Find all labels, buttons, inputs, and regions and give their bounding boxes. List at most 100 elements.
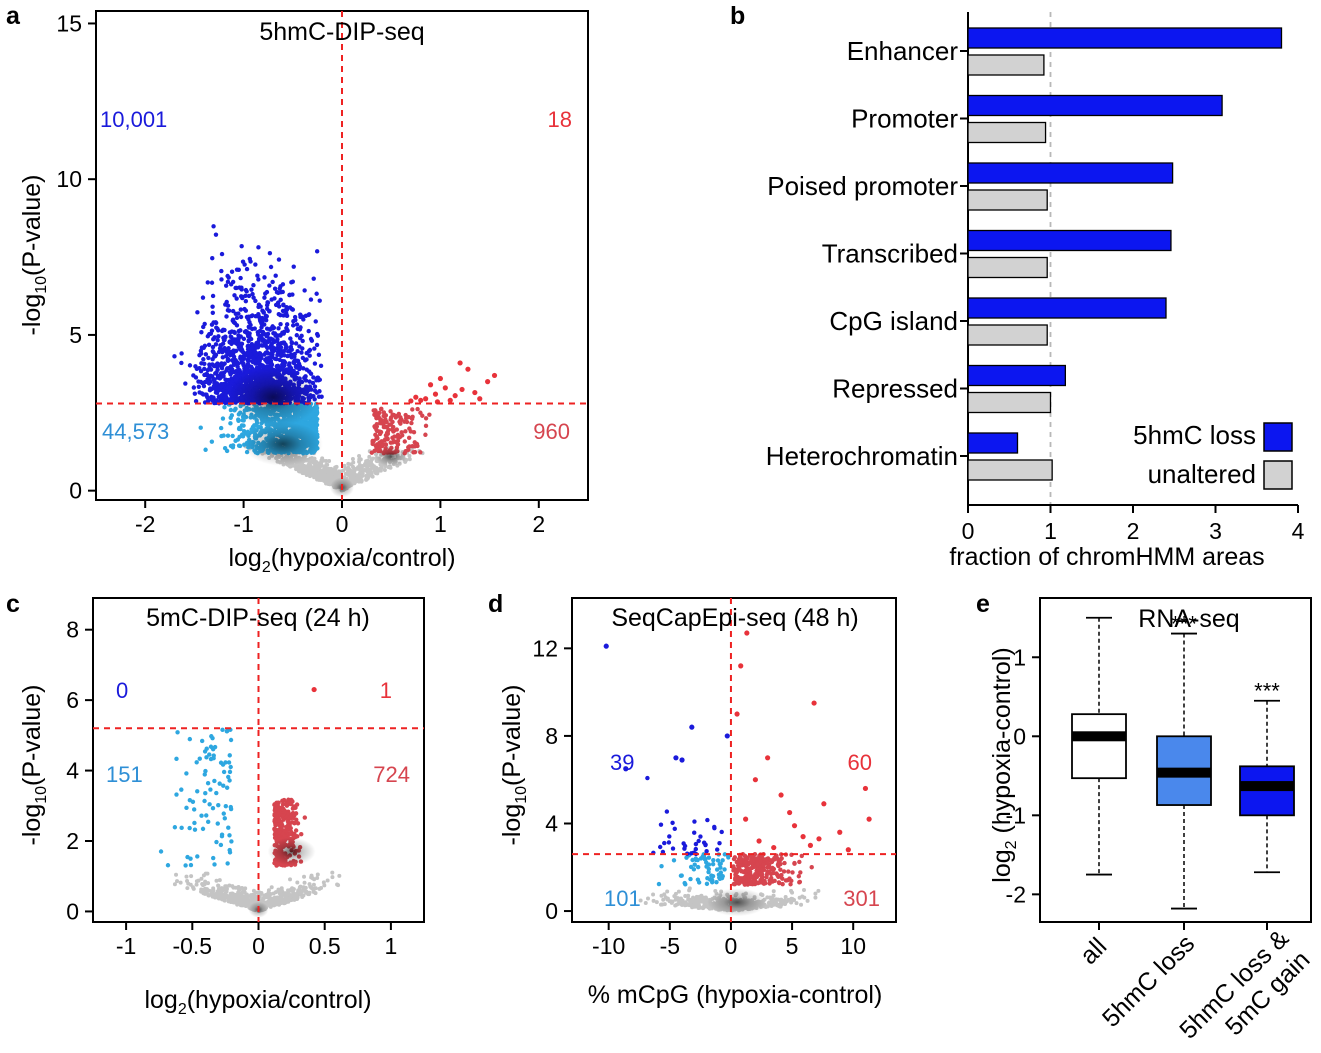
data-point (195, 854, 200, 859)
data-point (256, 277, 261, 282)
data-point (688, 876, 693, 882)
data-point (210, 344, 216, 350)
data-point (203, 768, 208, 774)
data-point (682, 880, 687, 886)
data-point (264, 314, 269, 319)
data-point (770, 865, 775, 871)
data-point (215, 367, 220, 372)
data-point (236, 426, 242, 432)
data-point (231, 885, 236, 890)
data-point (194, 760, 199, 765)
data-point (292, 897, 297, 902)
data-point (765, 865, 770, 870)
data-point (783, 902, 788, 907)
y-tick-label: 15 (56, 10, 82, 36)
data-point (235, 361, 241, 366)
data-point (227, 340, 232, 345)
data-point (660, 849, 666, 855)
data-point (220, 327, 226, 333)
data-point (227, 850, 233, 855)
data-point (780, 876, 785, 881)
data-point (251, 283, 256, 288)
data-point (201, 888, 206, 893)
data-point (391, 429, 396, 434)
data-point (172, 354, 177, 359)
data-point (707, 877, 713, 882)
data-point (397, 419, 402, 424)
data-point (228, 806, 234, 812)
data-point (327, 459, 332, 464)
data-point (227, 330, 233, 335)
data-point (374, 428, 380, 434)
data-point (202, 343, 208, 349)
data-point (243, 298, 249, 304)
data-point (385, 429, 390, 435)
data-point (670, 846, 676, 851)
data-point (287, 361, 292, 366)
data-point (696, 898, 701, 903)
data-point (277, 357, 283, 363)
data-point (202, 366, 207, 372)
data-point (225, 279, 231, 285)
data-point (465, 366, 471, 372)
data-point (692, 904, 697, 909)
data-point (219, 268, 224, 274)
data-point (219, 251, 225, 257)
data-point (278, 321, 283, 327)
data-point (205, 280, 210, 285)
data-point (277, 341, 282, 346)
data-point (274, 363, 280, 369)
data-point (299, 333, 304, 339)
data-point (192, 827, 198, 832)
data-point (256, 332, 261, 337)
y-tick-label: 0 (66, 898, 79, 924)
data-point (240, 434, 246, 439)
y-tick-label: 2 (66, 828, 79, 854)
data-point (233, 438, 238, 443)
data-point (252, 349, 257, 355)
data-point (350, 456, 355, 461)
data-point (369, 450, 375, 455)
data-point (243, 886, 248, 891)
data-point (244, 266, 250, 272)
data-point (236, 885, 241, 890)
data-point (215, 337, 220, 343)
data-point (220, 355, 226, 360)
data-point (208, 787, 213, 792)
data-point (256, 245, 261, 250)
data-point (786, 869, 791, 874)
data-point (228, 737, 234, 743)
data-point (270, 279, 275, 285)
x-tick-label: 0 (962, 518, 975, 544)
data-point (313, 425, 319, 431)
data-point (402, 439, 407, 444)
data-point (391, 438, 397, 444)
data-point (687, 888, 692, 893)
data-point (671, 858, 677, 863)
data-point (316, 352, 322, 358)
data-point (224, 893, 229, 898)
data-point (246, 293, 252, 299)
data-point (210, 805, 216, 811)
data-point (185, 886, 190, 891)
data-point (712, 824, 717, 830)
data-point (269, 885, 274, 890)
data-point (273, 302, 279, 308)
data-point (706, 862, 712, 867)
data-point (284, 345, 289, 350)
data-point (290, 323, 296, 328)
data-point (665, 889, 670, 894)
data-point (236, 267, 241, 273)
data-point (232, 293, 237, 298)
data-point (280, 798, 285, 804)
data-point (491, 372, 498, 379)
panel-b-x-axis-label: fraction of chromHMM areas (949, 543, 1264, 571)
data-point (199, 876, 204, 881)
data-point (289, 280, 294, 285)
data-point (203, 447, 208, 452)
data-point (330, 875, 335, 880)
data-point (218, 343, 223, 348)
data-point (211, 886, 216, 891)
data-point (796, 874, 802, 879)
data-point (198, 379, 204, 385)
